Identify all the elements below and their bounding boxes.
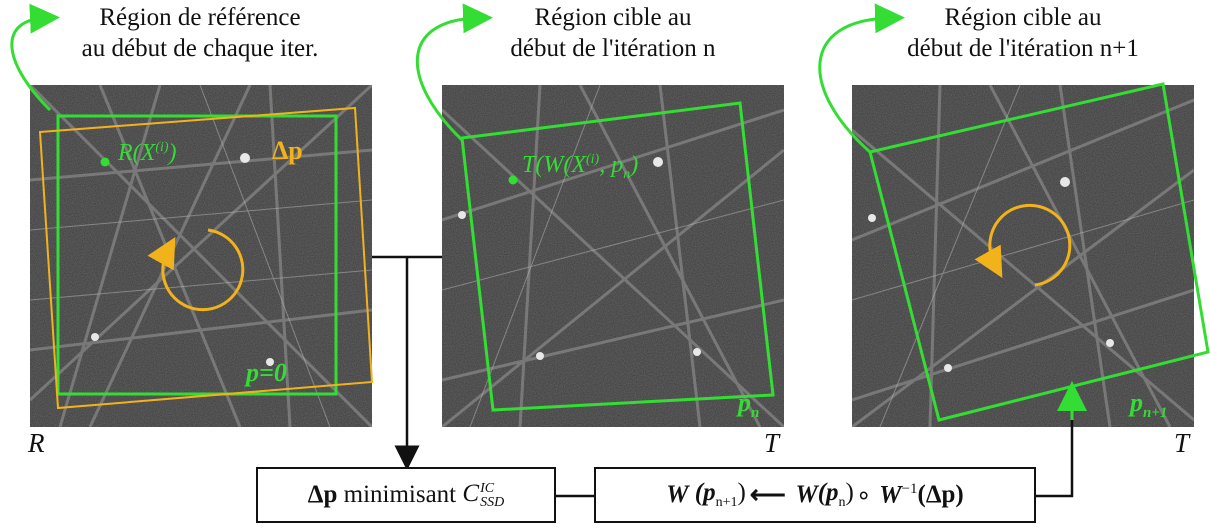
- minimization-delta: Δp: [307, 481, 338, 508]
- update-delta: (Δp): [917, 481, 964, 508]
- update-p2: (pn): [817, 479, 854, 510]
- caption-left-line1: Région de référence: [99, 4, 301, 31]
- panel-label-t-middle: T: [764, 428, 780, 458]
- panel-image-target-n: [442, 85, 784, 427]
- update-w1: W: [666, 481, 689, 508]
- p-n-label: pn: [738, 388, 760, 422]
- minimization-box: Δp minimisant C IC SSD: [256, 467, 556, 523]
- update-arrow: ⟵: [749, 482, 786, 509]
- delta-region-square: [38, 106, 374, 410]
- caption-middle-line2: début de l'itération n: [510, 35, 716, 62]
- caption-middle-line1: Région cible au: [534, 4, 692, 31]
- green-curve-left: [10, 3, 60, 112]
- target-point: [508, 175, 518, 185]
- target-region-n1: [868, 82, 1210, 422]
- update-w3: W−1: [873, 480, 918, 509]
- p-n1-label: pn+1: [1130, 388, 1168, 422]
- caption-left-line2: au début de chaque iter.: [81, 35, 319, 62]
- p-zero-label: p=0: [246, 358, 287, 387]
- minimization-c: C IC SSD: [462, 480, 505, 510]
- caption-right-line2: début de l'itération n+1: [907, 35, 1139, 62]
- caption-right-line1: Région cible au: [944, 4, 1102, 31]
- panel-image-target-n1: [852, 85, 1194, 427]
- panel-image-reference: [30, 85, 372, 427]
- update-compose: ∘: [855, 482, 872, 509]
- reference-point-label: R(X(i)): [118, 140, 177, 166]
- caption-right: Région cible au début de l'itération n+1: [852, 2, 1194, 64]
- reference-region-square: [56, 114, 338, 396]
- delta-p-label: Δp: [272, 136, 303, 165]
- update-p1: (pn+1): [688, 479, 746, 510]
- target-point-label: T(W(X(i), pn): [522, 152, 639, 182]
- green-curve-right: [818, 3, 905, 154]
- panel-label-r: R: [28, 428, 45, 458]
- connector-up: [1036, 398, 1074, 498]
- update-box: W (pn+1) ⟵ W (pn) ∘ W−1 (Δp): [594, 467, 1036, 523]
- rotation-arrow-left: [147, 228, 245, 312]
- update-w2: W: [789, 481, 818, 508]
- minimization-text: minimisant: [337, 481, 463, 508]
- target-region-n: [460, 101, 775, 412]
- rotation-arrow-right: [974, 203, 1072, 287]
- caption-middle: Région cible au début de l'itération n: [442, 2, 784, 64]
- reference-point: [100, 157, 110, 167]
- caption-left: Région de référence au début de chaque i…: [30, 2, 370, 64]
- panel-label-t-right: T: [1174, 428, 1190, 458]
- green-curve-middle: [415, 3, 493, 142]
